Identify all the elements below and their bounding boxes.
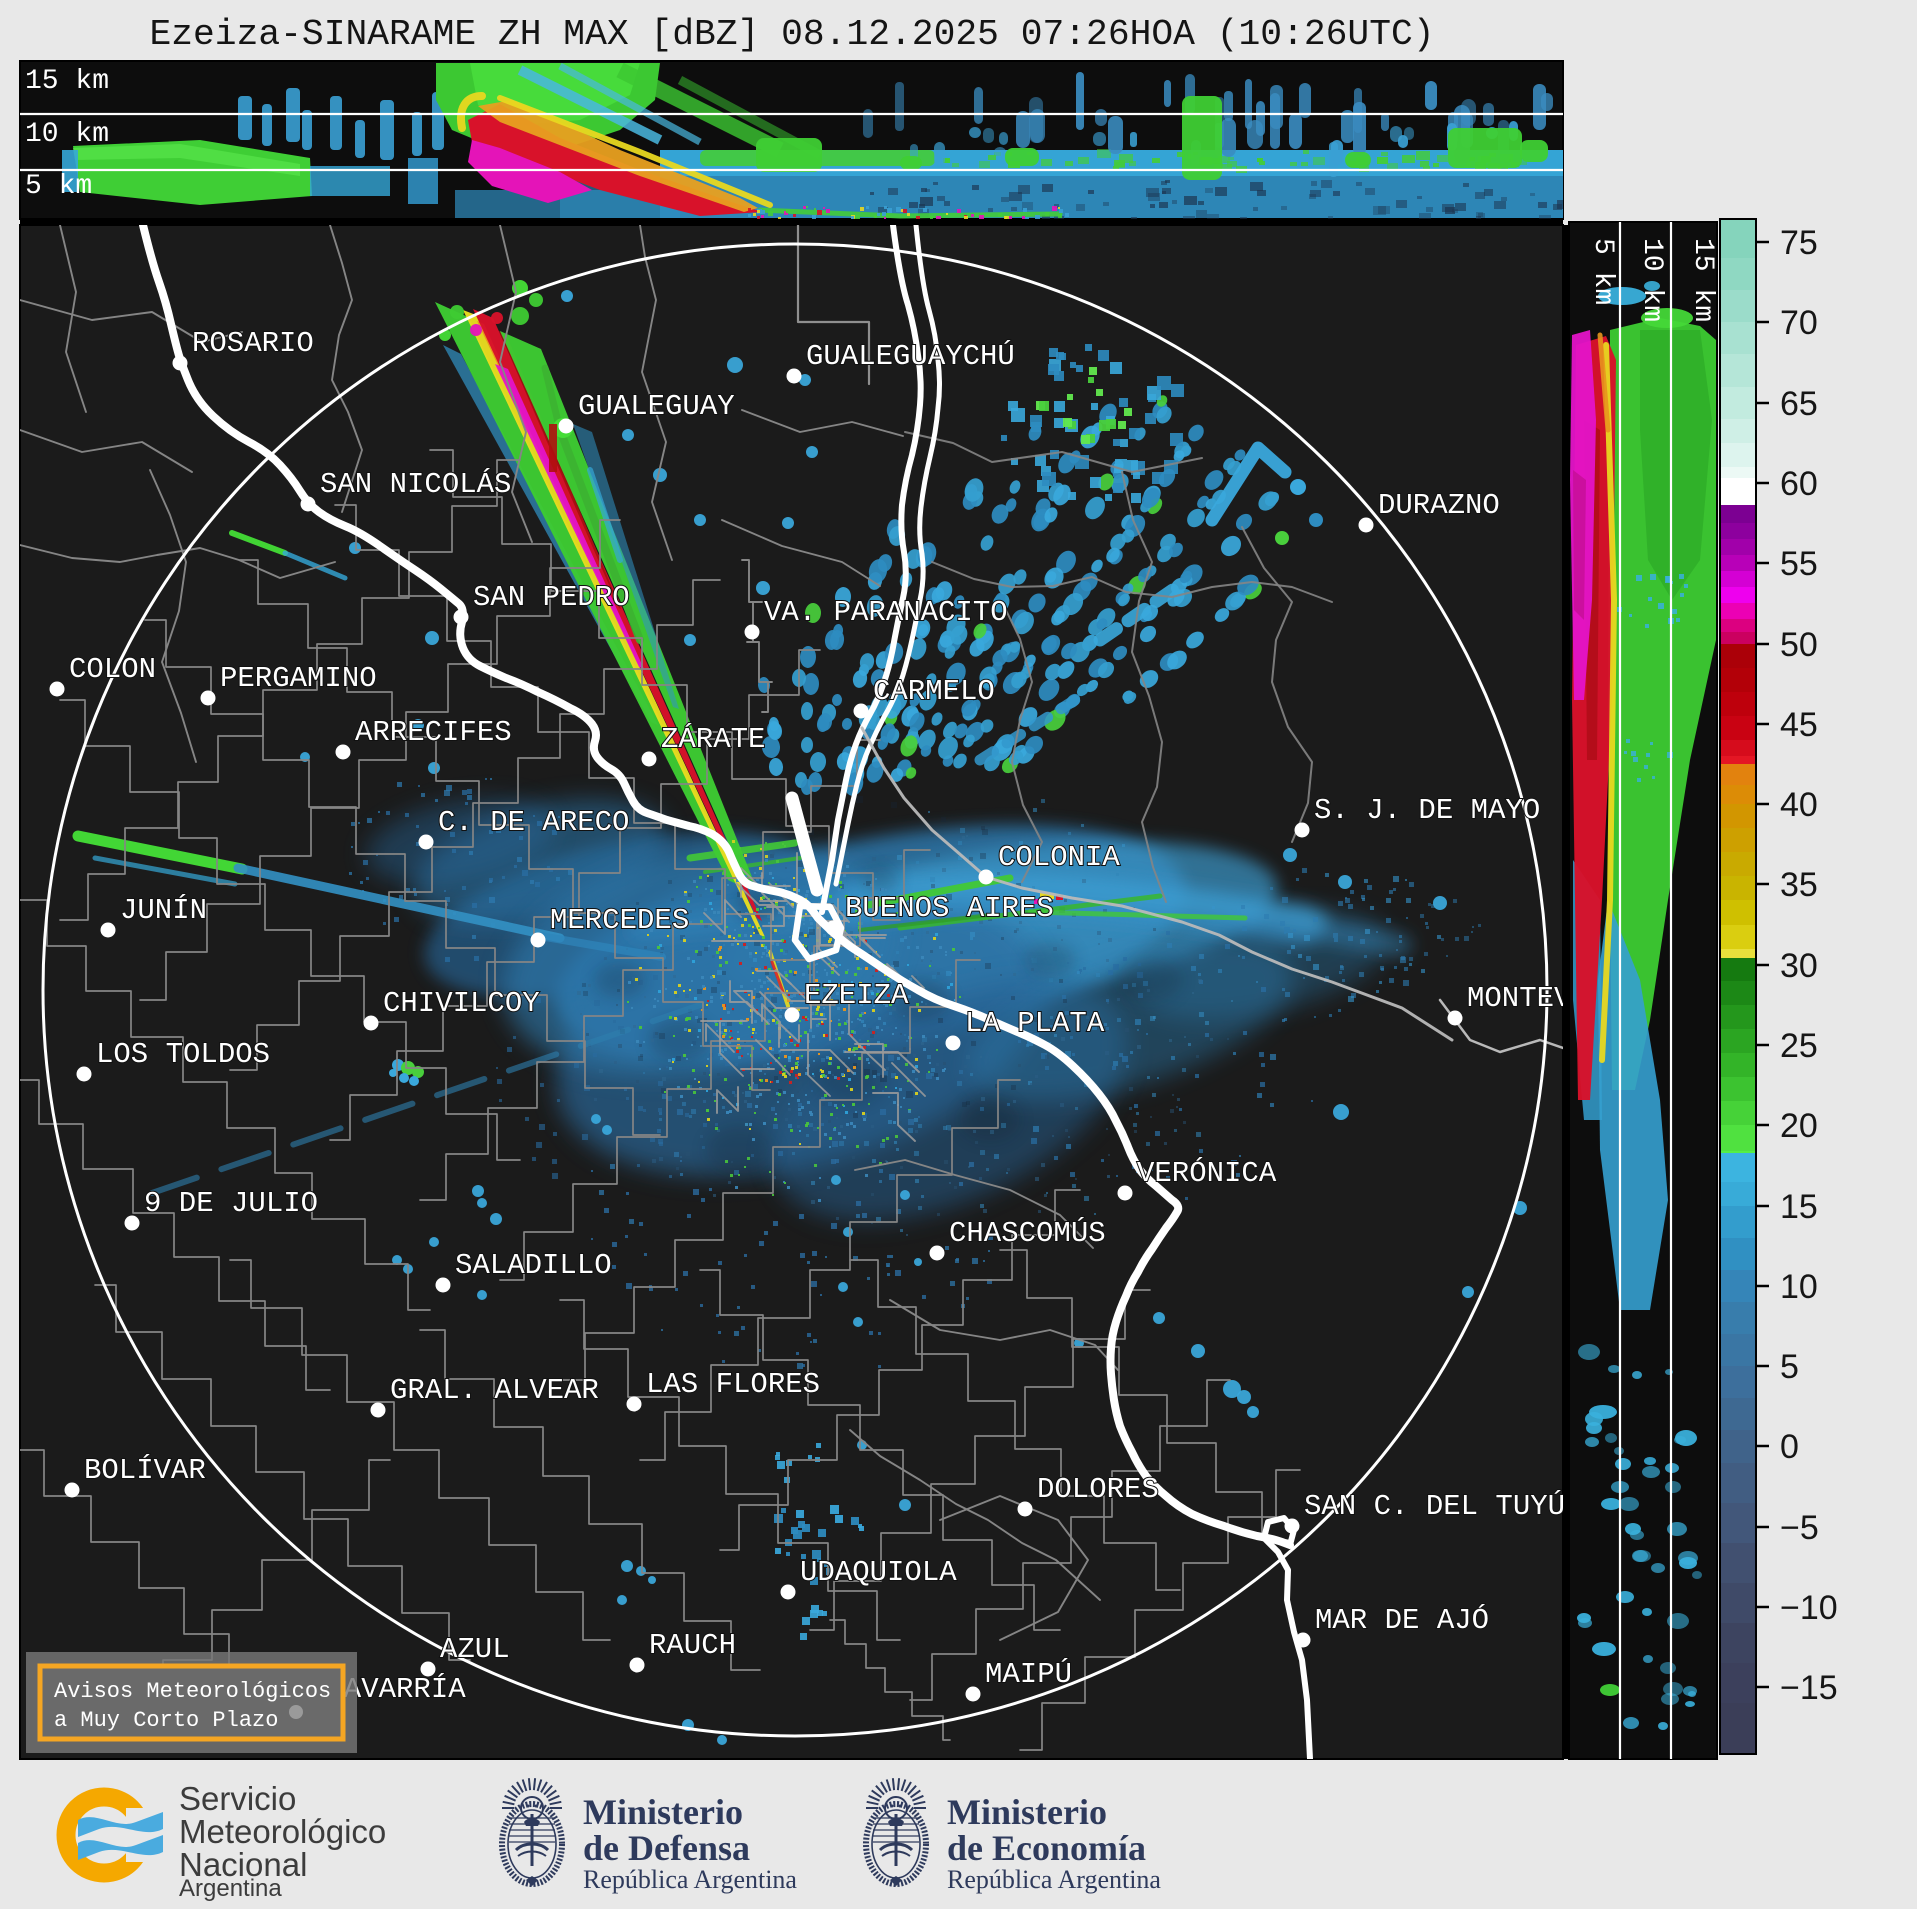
svg-text:5 km: 5 km bbox=[25, 171, 92, 202]
svg-text:GRAL. ALVEAR: GRAL. ALVEAR bbox=[390, 1374, 599, 1407]
svg-text:BUENOS AIRES: BUENOS AIRES bbox=[845, 892, 1054, 925]
svg-text:República Argentina: República Argentina bbox=[947, 1865, 1161, 1894]
svg-text:MAR DE AJÓ: MAR DE AJÓ bbox=[1315, 1603, 1489, 1637]
svg-text:−5: −5 bbox=[1780, 1509, 1819, 1547]
svg-text:LA PLATA: LA PLATA bbox=[965, 1007, 1105, 1040]
svg-text:5: 5 bbox=[1780, 1348, 1799, 1386]
svg-text:SALADILLO: SALADILLO bbox=[455, 1249, 612, 1282]
svg-text:60: 60 bbox=[1780, 465, 1818, 503]
svg-text:35: 35 bbox=[1780, 866, 1818, 904]
svg-text:Argentina: Argentina bbox=[179, 1875, 282, 1902]
svg-text:45: 45 bbox=[1780, 706, 1818, 744]
svg-text:GUALEGUAYCHÚ: GUALEGUAYCHÚ bbox=[806, 339, 1015, 373]
svg-text:AZUL: AZUL bbox=[440, 1633, 510, 1666]
svg-text:SAN C. DEL TUYÚ: SAN C. DEL TUYÚ bbox=[1304, 1489, 1565, 1523]
svg-text:COLONIA: COLONIA bbox=[998, 841, 1120, 874]
svg-text:15: 15 bbox=[1780, 1188, 1818, 1226]
svg-text:BOLÍVAR: BOLÍVAR bbox=[84, 1453, 206, 1487]
svg-text:Ministerio: Ministerio bbox=[947, 1792, 1107, 1832]
svg-text:CHASCOMÚS: CHASCOMÚS bbox=[949, 1216, 1106, 1250]
svg-text:65: 65 bbox=[1780, 385, 1818, 423]
svg-text:a Muy Corto Plazo: a Muy Corto Plazo bbox=[54, 1708, 278, 1733]
svg-text:EZEIZA: EZEIZA bbox=[804, 979, 909, 1012]
svg-text:ZÁRATE: ZÁRATE bbox=[661, 722, 765, 756]
svg-text:DOLORES: DOLORES bbox=[1037, 1473, 1159, 1506]
svg-text:de Defensa: de Defensa bbox=[583, 1828, 750, 1868]
svg-text:Ezeiza-SINARAME ZH MAX [dBZ] 0: Ezeiza-SINARAME ZH MAX [dBZ] 08.12.2025 … bbox=[149, 14, 1434, 55]
svg-text:5 km: 5 km bbox=[1587, 238, 1618, 305]
svg-text:VA. PARANACITO: VA. PARANACITO bbox=[764, 596, 1008, 629]
svg-text:9 DE JULIO: 9 DE JULIO bbox=[144, 1187, 318, 1220]
svg-text:ARRECIFES: ARRECIFES bbox=[355, 716, 512, 749]
svg-text:−10: −10 bbox=[1780, 1589, 1838, 1627]
svg-text:CHIVILCOY: CHIVILCOY bbox=[383, 987, 540, 1020]
svg-text:JUNÍN: JUNÍN bbox=[120, 893, 207, 927]
svg-text:10 km: 10 km bbox=[1636, 238, 1667, 322]
svg-text:75: 75 bbox=[1780, 224, 1818, 262]
svg-text:20: 20 bbox=[1780, 1107, 1818, 1145]
svg-text:MERCEDES: MERCEDES bbox=[550, 904, 689, 937]
svg-text:25: 25 bbox=[1780, 1027, 1818, 1065]
svg-text:10 km: 10 km bbox=[25, 119, 109, 150]
svg-text:MAIPÚ: MAIPÚ bbox=[985, 1657, 1072, 1691]
svg-text:−15: −15 bbox=[1780, 1669, 1838, 1707]
svg-text:0: 0 bbox=[1780, 1428, 1799, 1466]
svg-text:15 km: 15 km bbox=[1687, 238, 1718, 322]
svg-text:RAUCH: RAUCH bbox=[649, 1629, 736, 1662]
svg-text:10: 10 bbox=[1780, 1268, 1818, 1306]
svg-text:SAN PEDRO: SAN PEDRO bbox=[473, 581, 630, 614]
svg-text:SAN NICOLÁS: SAN NICOLÁS bbox=[320, 467, 511, 501]
svg-text:DURAZNO: DURAZNO bbox=[1378, 489, 1500, 522]
svg-text:C. DE ARECO: C. DE ARECO bbox=[438, 806, 629, 839]
svg-text:MONTEVIDEO: MONTEVIDEO bbox=[1467, 982, 1641, 1015]
svg-text:Meteorológico: Meteorológico bbox=[179, 1813, 386, 1850]
svg-text:S. J. DE MAYO: S. J. DE MAYO bbox=[1314, 794, 1540, 827]
svg-text:COLON: COLON bbox=[69, 653, 156, 686]
svg-text:GUALEGUAY: GUALEGUAY bbox=[578, 390, 735, 423]
svg-text:Servicio: Servicio bbox=[179, 1780, 296, 1817]
svg-text:UDAQUIOLA: UDAQUIOLA bbox=[800, 1556, 957, 1589]
svg-text:Nacional: Nacional bbox=[179, 1846, 307, 1883]
svg-text:30: 30 bbox=[1780, 947, 1818, 985]
svg-text:LAS FLORES: LAS FLORES bbox=[646, 1368, 820, 1401]
svg-text:PERGAMINO: PERGAMINO bbox=[220, 662, 377, 695]
svg-text:50: 50 bbox=[1780, 626, 1818, 664]
svg-text:Ministerio: Ministerio bbox=[583, 1792, 743, 1832]
svg-text:ROSARIO: ROSARIO bbox=[192, 327, 314, 360]
svg-text:15 km: 15 km bbox=[25, 66, 109, 97]
svg-text:55: 55 bbox=[1780, 545, 1818, 583]
svg-text:70: 70 bbox=[1780, 304, 1818, 342]
svg-text:República Argentina: República Argentina bbox=[583, 1865, 797, 1894]
svg-text:LOS TOLDOS: LOS TOLDOS bbox=[96, 1038, 270, 1071]
svg-text:40: 40 bbox=[1780, 786, 1818, 824]
svg-text:de Economía: de Economía bbox=[947, 1828, 1146, 1868]
svg-text:VERÓNICA: VERÓNICA bbox=[1137, 1156, 1277, 1190]
svg-text:CARMELO: CARMELO bbox=[873, 675, 995, 708]
svg-text:Avisos Meteorológicos: Avisos Meteorológicos bbox=[54, 1679, 331, 1704]
